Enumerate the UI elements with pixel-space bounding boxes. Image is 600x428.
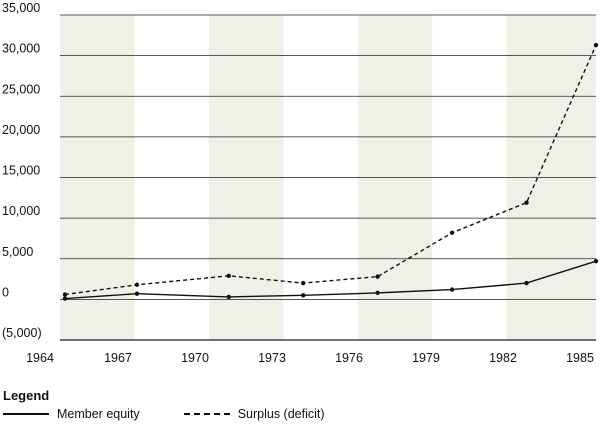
x-tick-label: 1964 <box>26 351 54 365</box>
x-tick-label: 1970 <box>181 351 209 365</box>
series-line <box>64 260 597 300</box>
x-tick-label: 1982 <box>489 351 517 365</box>
data-point <box>226 294 231 300</box>
legend-label-surplus-deficit: Surplus (deficit) <box>237 407 325 421</box>
legend: Legend Member equity Surplus (deficit) <box>3 388 593 421</box>
data-point <box>449 287 455 292</box>
data-point <box>226 273 231 279</box>
data-point <box>134 282 140 287</box>
y-tick-label: 30,000 <box>2 42 40 56</box>
x-axis-ticks: 1964 1967 1970 1973 1976 1979 1982 1985 <box>26 351 594 365</box>
y-tick-label: 10,000 <box>2 204 40 218</box>
y-tick-label: 0 <box>2 285 9 299</box>
series-line <box>64 44 597 296</box>
gridlines <box>60 14 596 341</box>
x-tick-label: 1973 <box>258 351 286 365</box>
x-tick-label: 1979 <box>412 351 440 365</box>
x-tick-label: 1976 <box>335 351 363 365</box>
legend-label-member-equity: Member equity <box>57 407 140 421</box>
legend-entry-member-equity: Member equity <box>3 407 140 421</box>
y-tick-label: (5,000) <box>2 326 42 340</box>
data-point <box>375 274 380 279</box>
data-point <box>300 280 306 286</box>
x-tick-label: 1967 <box>104 351 132 365</box>
data-point <box>593 258 599 264</box>
legend-title: Legend <box>3 388 50 403</box>
data-point <box>375 290 380 296</box>
data-point <box>449 230 455 235</box>
x-tick-label: 1985 <box>566 351 594 365</box>
legend-row: Member equity Surplus (deficit) <box>3 407 593 421</box>
data-point <box>300 293 306 298</box>
dashed-line-swatch-icon <box>183 413 230 415</box>
solid-line-swatch-icon <box>3 413 49 415</box>
legend-entry-surplus-deficit: Surplus (deficit) <box>183 407 325 421</box>
data-point <box>134 291 140 296</box>
data-point <box>62 292 68 297</box>
line-chart: 35,000 30,000 25,000 20,000 15,000 10,000 5,00… <box>2 1 599 365</box>
series-points <box>62 42 599 301</box>
y-tick-label: 35,000 <box>2 1 40 15</box>
data-point <box>593 42 599 48</box>
data-point <box>62 296 68 301</box>
y-tick-label: 5,000 <box>2 245 33 259</box>
y-axis-ticks: 35,000 30,000 25,000 20,000 15,000 10,000 5,00… <box>2 1 42 340</box>
series-lines <box>64 44 597 300</box>
y-tick-label: 25,000 <box>2 82 40 96</box>
data-point <box>524 280 529 286</box>
y-tick-label: 20,000 <box>2 123 40 137</box>
data-point <box>524 200 529 205</box>
y-tick-label: 15,000 <box>2 164 40 178</box>
